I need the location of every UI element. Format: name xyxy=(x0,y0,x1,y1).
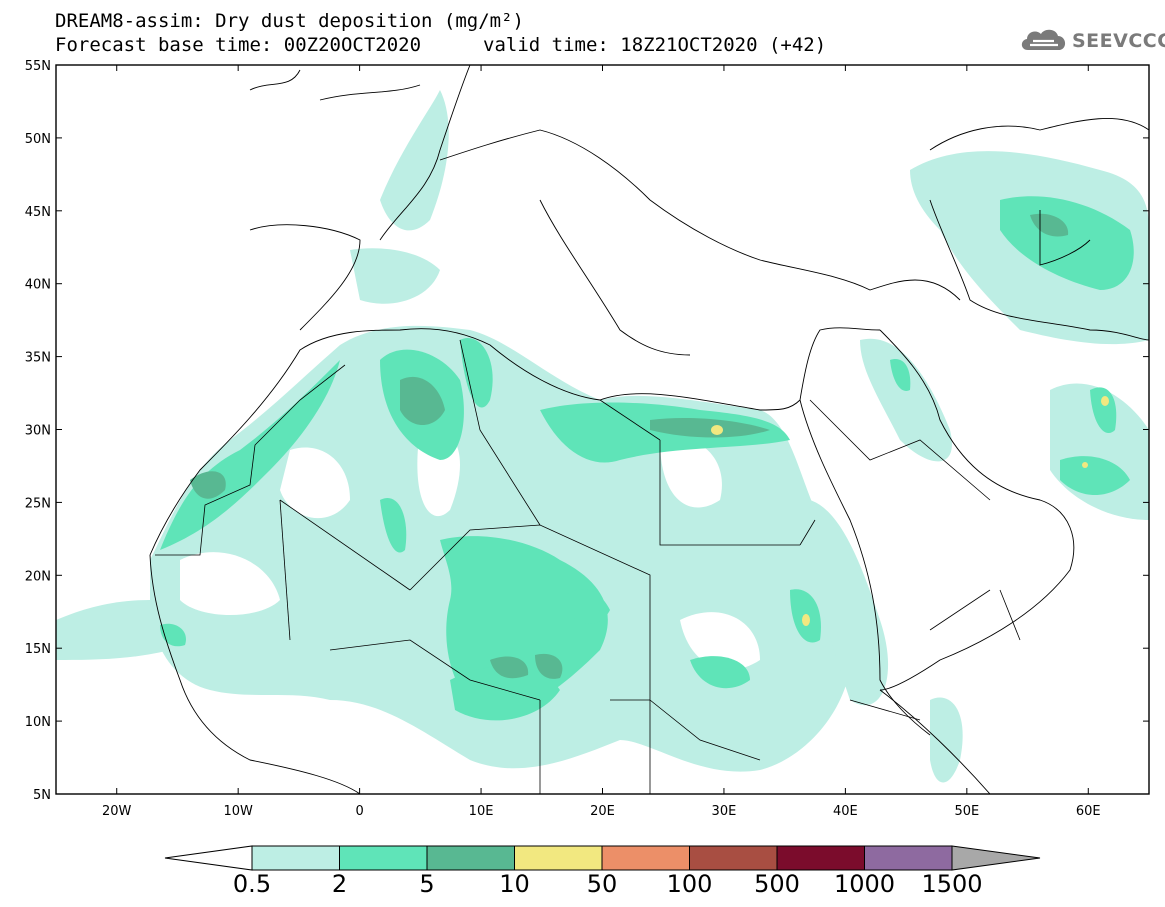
colorbar-level-label: 100 xyxy=(666,870,713,898)
dust-fields xyxy=(56,90,1149,783)
lat-tick-label: 45N xyxy=(25,205,51,220)
valid-time: valid time: 18Z21OCT2020 (+42) xyxy=(483,34,827,56)
colorbar-swatch xyxy=(689,845,778,871)
colorbar-level-label: 2 xyxy=(331,870,348,898)
dust-contour-dark xyxy=(535,653,563,679)
colorbar-level-label: 10 xyxy=(499,870,530,898)
dust-contour-medium xyxy=(1060,456,1130,495)
colorbar-over-arrow xyxy=(951,845,1041,871)
lon-tick-label: 20E xyxy=(590,804,615,819)
colorbar xyxy=(164,845,1041,871)
dust-contour-medium xyxy=(450,666,560,721)
lon-tick-label: 40E xyxy=(833,804,858,819)
lat-tick-label: 10N xyxy=(25,715,51,730)
dust-contour-yellow xyxy=(802,614,810,626)
lat-tick-label: 30N xyxy=(25,424,51,439)
dust-contour-light xyxy=(56,600,170,660)
country-borders xyxy=(155,339,1021,794)
lat-tick-label: 5N xyxy=(33,788,51,803)
dust-contour-light xyxy=(380,90,449,231)
dust-contour-medium xyxy=(380,498,407,553)
dust-contour-dark xyxy=(400,376,445,425)
lon-tick-label: 10E xyxy=(469,804,494,819)
dust-contour-medium xyxy=(890,359,911,391)
dust-contour-light xyxy=(930,697,963,783)
dust-contour-dark xyxy=(650,418,770,438)
colorbar-swatch xyxy=(864,845,953,871)
lat-tick-label: 25N xyxy=(25,496,51,511)
lon-tick-label: 50E xyxy=(954,804,979,819)
lat-tick-label: 50N xyxy=(25,132,51,147)
lon-tick-label: 0 xyxy=(355,804,363,819)
lat-tick-label: 55N xyxy=(25,59,51,74)
colorbar-swatch xyxy=(339,845,428,871)
colorbar-level-label: 5 xyxy=(419,870,435,898)
lat-tick-label: 35N xyxy=(25,351,51,366)
colorbar-level-label: 50 xyxy=(586,870,618,898)
colorbar-swatch xyxy=(601,845,690,871)
dust-contour-medium xyxy=(560,589,610,624)
longitude-axis: 20W 10W 0 10E 20E 30E 40E 50E 60E xyxy=(102,65,1101,819)
forecast-base-time: Forecast base time: 00Z20OCT2020 xyxy=(55,34,422,56)
dust-contour-yellow xyxy=(1101,396,1109,406)
lon-tick-label: 30E xyxy=(712,804,737,819)
seevccc-logo: SEEVCCC xyxy=(1018,24,1165,60)
dust-contour-light xyxy=(810,500,889,706)
lon-tick-label: 60E xyxy=(1076,804,1101,819)
dust-contour-light xyxy=(350,248,440,304)
coastlines xyxy=(149,65,1149,794)
lon-tick-label: 10W xyxy=(223,804,253,819)
dust-contour-medium xyxy=(1090,387,1117,434)
dust-contour-dark xyxy=(1030,213,1069,237)
dust-contour-dark xyxy=(190,471,226,499)
dust-contour-medium xyxy=(690,656,750,689)
lat-tick-label: 15N xyxy=(25,642,51,657)
colorbar-swatch xyxy=(514,845,603,871)
cloud-icon xyxy=(1021,29,1066,50)
chart-title: DREAM8-assim: Dry dust deposition (mg/m²… xyxy=(55,10,524,32)
colorbar-swatch xyxy=(251,845,340,871)
dust-contour-yellow xyxy=(1082,462,1088,468)
lat-tick-label: 40N xyxy=(25,278,51,293)
logo-text: SEEVCCC xyxy=(1072,30,1165,52)
lon-tick-label: 20W xyxy=(102,804,132,819)
latitude-axis: 55N 50N 45N 40N 35N 30N 25N 20N 15N 10N 5N xyxy=(25,59,1149,803)
dust-contour-dark xyxy=(490,656,529,679)
colorbar-under-arrow xyxy=(164,845,253,871)
colorbar-level-label: 1000 xyxy=(833,870,896,898)
dust-contour-light xyxy=(860,338,952,462)
colorbar-swatch xyxy=(776,845,865,871)
dust-contour-yellow xyxy=(711,425,723,435)
dust-contour-medium xyxy=(460,338,493,408)
dust-contour-medium xyxy=(440,536,608,712)
lat-tick-label: 20N xyxy=(25,569,51,584)
dust-contour-medium xyxy=(160,360,340,550)
colorbar-level-label: 0.5 xyxy=(232,870,272,898)
colorbar-swatch xyxy=(426,845,515,871)
colorbar-level-label: 1500 xyxy=(921,870,983,898)
colorbar-level-label: 500 xyxy=(754,870,800,898)
